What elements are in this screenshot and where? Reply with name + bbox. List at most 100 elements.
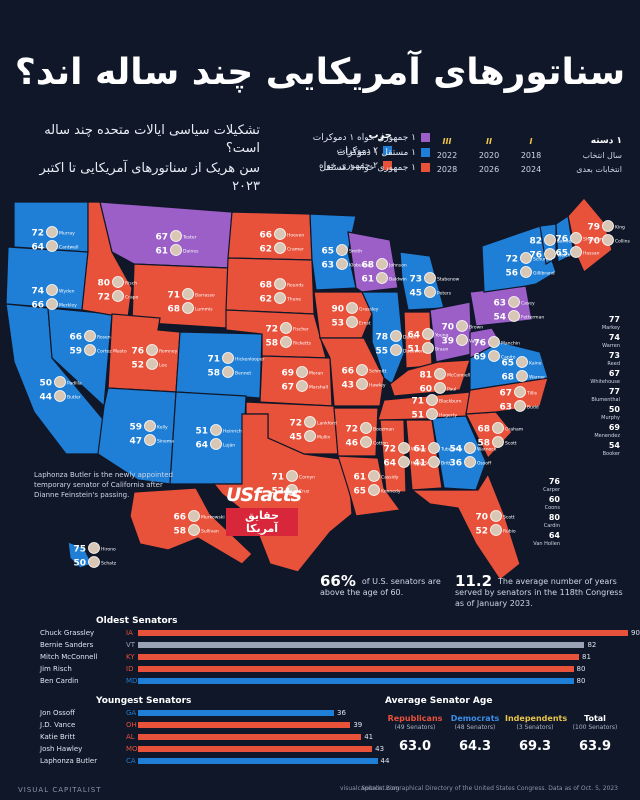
senator-age: 79 xyxy=(587,223,600,233)
senator-age: 70 xyxy=(587,237,600,247)
bar xyxy=(138,710,334,716)
state-co xyxy=(175,331,263,399)
senator-name: Marshall xyxy=(309,385,328,391)
senator-age: 67 xyxy=(155,233,168,243)
senator-name: Tuberville xyxy=(440,447,463,453)
senator-name: Schumer xyxy=(533,257,553,263)
bar-row: Laphonza Butler CA 44 xyxy=(40,756,640,766)
senator-pair-or: 74 Wyden 66 Merkley xyxy=(31,284,77,311)
senator-age: 55 xyxy=(375,347,388,357)
senator-name: Bennet xyxy=(235,371,251,377)
east-senator-age: 54 xyxy=(609,441,621,450)
average-age-value: 63.0 xyxy=(398,739,432,754)
senator-name: Schmitt xyxy=(369,369,387,375)
state-ks xyxy=(259,355,333,407)
senator-pair-pa: 63 Casey 54 Fetterman xyxy=(493,296,544,323)
senator-portrait xyxy=(520,252,532,264)
senator-portrait xyxy=(456,334,468,346)
senator-age: 56 xyxy=(505,269,518,279)
senator-age: 46 xyxy=(345,439,358,449)
senator-pair-la: 61 Cassidy 65 Kennedy xyxy=(353,470,401,497)
senator-portrait xyxy=(390,330,402,342)
senator-portrait xyxy=(428,456,440,468)
senator-age: 67 xyxy=(499,389,512,399)
senator-name: Capito xyxy=(501,355,516,361)
senator-portrait xyxy=(424,286,436,298)
senator-portrait xyxy=(144,420,156,432)
state-hi xyxy=(67,541,93,569)
senator-name: Lankford xyxy=(317,421,337,427)
average-age-democrats: Democrats (48 Senators) 64.3 xyxy=(445,714,505,754)
senator-pair-mi: 73 Stabenow 45 Peters xyxy=(409,272,460,299)
senator-age: 72 xyxy=(97,293,110,303)
senator-portrait xyxy=(336,258,348,270)
senator-age: 53 xyxy=(331,319,344,329)
state-il xyxy=(361,291,405,385)
senator-portrait xyxy=(274,242,286,254)
east-senator-name: Booker xyxy=(603,451,621,457)
senator-age: 50 xyxy=(73,559,86,569)
senator-age: 52 xyxy=(271,487,284,497)
senator-name: Cruz xyxy=(299,489,310,495)
footer-site: visualcapitalist.com xyxy=(340,785,400,792)
senator-portrait xyxy=(88,556,100,568)
senator-age: 70 xyxy=(475,513,488,523)
senator-portrait xyxy=(286,484,298,496)
average-age-count: (3 Senators) xyxy=(516,724,554,731)
state-fl xyxy=(410,472,521,581)
average-age-columns: Republicans (49 Senators) 63.0 Democrats (48… xyxy=(385,714,625,754)
senator-age: 72 xyxy=(383,445,396,455)
senator-pair-mo: 66 Schmitt 43 Hawley xyxy=(341,364,387,391)
senator-age: 58 xyxy=(477,439,490,449)
senator-age: 64 xyxy=(195,441,208,451)
bar-label: Josh Hawley xyxy=(40,745,83,753)
senator-pair-in: 64 Young 51 Braun xyxy=(407,328,449,355)
senator-name: Mullin xyxy=(317,435,330,441)
senator-name: Vance xyxy=(469,339,483,345)
bar-row: Mitch McConnell KY 81 xyxy=(40,652,640,662)
senator-age: 71 xyxy=(411,397,424,407)
senator-pair-nm: 51 Heinrich 64 Luján xyxy=(195,424,242,451)
state-or xyxy=(5,246,89,311)
bar-label: Katie Britt xyxy=(40,733,76,741)
senator-portrait xyxy=(516,356,528,368)
senator-portrait xyxy=(544,234,556,246)
senator-name: Cortez Masto xyxy=(97,349,127,355)
senator-age: 66 xyxy=(341,367,354,377)
senator-name: Thune xyxy=(286,297,301,303)
us-senate-map: 72 Murray 64 Cantwell 74 Wyden 66 Merkley 50 Padi… xyxy=(5,197,630,581)
senator-age: 64 xyxy=(407,331,420,341)
class-year: 2022 xyxy=(436,150,458,160)
senator-pair-fl: 70 Scott 52 Rubio xyxy=(475,510,516,537)
senator-portrait xyxy=(46,240,58,252)
senator-name: Wicker xyxy=(411,447,426,453)
senator-age: 62 xyxy=(259,245,272,255)
senator-age: 78 xyxy=(375,333,388,343)
senator-name: Romney xyxy=(159,349,178,355)
senator-age: 73 xyxy=(409,275,422,285)
butler-note: Laphonza Butler is the newly appointed t… xyxy=(34,471,173,499)
mixed-legend: ۱ جمهوری خواه ۱ دموکرات ۱ مستقل ۱ دموکرا… xyxy=(260,130,430,175)
senator-portrait xyxy=(570,246,582,258)
senator-portrait xyxy=(144,434,156,446)
senator-age: 54 xyxy=(449,445,462,455)
senator-pair-il: 78 Durbin 55 Duckworth xyxy=(375,330,427,357)
bar-label: J.D. Vance xyxy=(40,721,76,729)
bar-value: 41 xyxy=(364,733,374,741)
senator-portrait xyxy=(426,394,438,406)
senator-name: Hirono xyxy=(101,547,116,553)
senator-age: 58 xyxy=(265,339,278,349)
senator-portrait xyxy=(46,226,58,238)
senator-age: 59 xyxy=(129,423,142,433)
senator-portrait xyxy=(146,358,158,370)
senator-name: Ricketts xyxy=(293,341,312,347)
senator-portrait xyxy=(544,248,556,260)
senator-age: 54 xyxy=(493,313,506,323)
senator-portrait xyxy=(360,422,372,434)
senator-name: Warner xyxy=(529,375,545,381)
senator-portrait xyxy=(274,228,286,240)
senator-portrait xyxy=(304,430,316,442)
senator-name: Fetterman xyxy=(521,315,544,321)
average-age-count: (48 Senators) xyxy=(454,724,496,731)
bar xyxy=(138,666,574,672)
